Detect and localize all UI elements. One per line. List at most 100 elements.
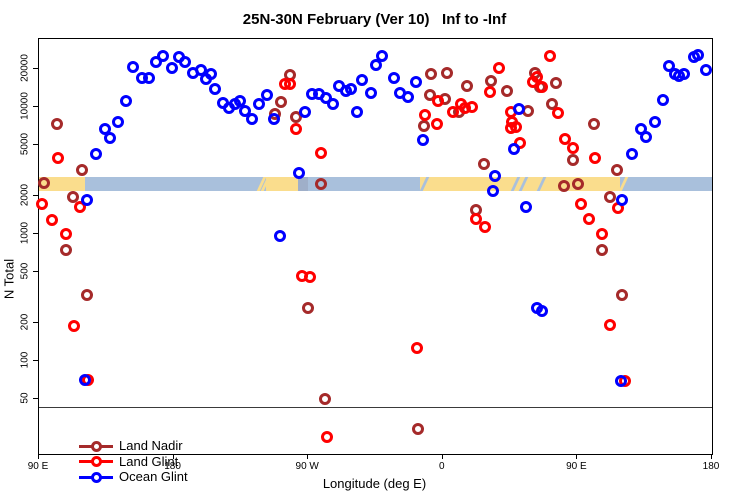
data-point-ocean-glint [326,97,339,110]
land-glint-marker-icon [79,455,113,468]
x-tick-label: 90 E [566,461,587,472]
data-point-land-glint [304,270,317,283]
data-point-ocean-glint [626,148,639,161]
data-point-ocean-glint [233,95,246,108]
data-point-land-glint [447,105,460,118]
data-point-land-glint [45,213,58,226]
data-point-land-nadir [440,66,453,79]
y-tick-label: 1000 [19,221,31,245]
map-band-segment-ocean [84,176,267,192]
data-point-land-glint [544,49,557,62]
data-point-land-nadir [572,178,585,191]
x-tick [307,454,309,459]
x-tick-label: 90 W [295,461,319,472]
data-point-land-nadir [478,157,491,170]
data-point-land-nadir [51,118,64,131]
data-point-ocean-glint [239,105,252,117]
data-point-land-glint [509,120,522,133]
data-point-ocean-glint [90,148,103,161]
data-point-land-glint [314,146,327,159]
data-point-land-nadir [460,79,473,92]
x-tick-label: 90 E [27,461,49,472]
x-tick-label: 0 [439,461,445,472]
legend-item-land-nadir: Land Nadir [79,438,188,454]
data-point-land-glint [551,106,564,119]
data-point-ocean-glint [120,94,133,107]
data-point-land-glint [588,151,601,164]
data-point-ocean-glint [662,60,675,73]
chart-title: 25N-30N February (Ver 10) Inf to -Inf [242,11,507,28]
data-point-ocean-glint [165,62,178,75]
data-point-land-glint [483,85,496,98]
data-point-ocean-glint [156,49,169,62]
legend-label-ocean-glint: Ocean Glint [119,469,188,485]
data-point-ocean-glint [648,115,661,128]
data-point-land-glint [604,319,617,332]
data-point-ocean-glint [298,106,311,119]
data-point-land-glint [566,142,579,155]
legend: Land Nadir Land Glint Ocean Glint [79,438,188,485]
data-point-land-nadir [37,176,50,189]
data-point-ocean-glint [375,49,388,62]
x-tick-label: 180 [164,461,181,472]
y-axis-label: N Total [1,258,17,300]
data-point-land-glint [35,197,48,210]
y-tick [33,106,38,108]
data-point-ocean-glint [345,82,358,95]
data-point-ocean-glint [409,75,422,88]
map-band-segment-shelf [298,176,309,192]
data-point-ocean-glint [616,194,629,207]
data-point-ocean-glint [370,59,383,72]
data-point-land-glint [419,109,432,122]
data-point-ocean-glint [388,71,401,84]
data-point-land-glint [320,431,333,444]
data-point-ocean-glint [267,113,280,126]
legend-item-land-glint: Land Glint [79,454,188,470]
data-point-land-nadir [424,88,437,101]
data-point-land-glint [430,118,443,131]
x-tick [711,454,712,459]
data-point-ocean-glint [640,130,653,143]
data-point-ocean-glint [103,131,116,144]
data-point-ocean-glint [179,55,192,68]
data-point-land-glint [59,227,72,240]
y-tick-label: 200 [19,313,31,330]
data-point-land-nadir [411,422,424,435]
y-tick [33,194,38,196]
data-point-ocean-glint [252,97,265,110]
data-point-ocean-glint [488,169,501,182]
data-point-land-glint [283,78,296,91]
data-point-ocean-glint [615,375,628,388]
legend-label-land-glint: Land Glint [119,453,179,469]
legend-item-ocean-glint: Ocean Glint [79,469,188,485]
map-band-segment-land [39,176,85,192]
data-point-land-glint [67,319,80,332]
data-point-ocean-glint [508,143,521,156]
data-point-land-nadir [484,74,497,87]
data-point-land-glint [289,123,302,136]
map-band-segment-land [266,176,299,192]
data-point-land-nadir [319,392,332,405]
x-tick-label: 180 [702,461,720,472]
data-point-land-glint [596,228,609,241]
data-point-ocean-glint [150,55,163,68]
data-point-ocean-glint [487,185,500,198]
y-tick-label: 500 [19,262,31,280]
data-point-land-glint [582,213,595,226]
y-tick [33,359,38,361]
data-point-ocean-glint [80,194,93,207]
data-point-ocean-glint [417,134,430,147]
data-point-land-nadir [587,117,600,130]
data-point-land-nadir [67,190,80,203]
y-tick [33,271,38,273]
data-point-land-nadir [566,154,579,167]
data-point-land-glint [431,94,444,107]
plot-area: N Total Land Nadir Land Glint Oce [2,38,713,483]
x-tick [172,454,174,459]
x-tick [576,454,578,459]
data-point-ocean-glint [677,67,690,80]
data-point-land-glint [493,62,506,75]
data-point-land-glint [536,81,549,94]
data-point-ocean-glint [350,105,363,118]
data-point-land-nadir [80,288,93,301]
